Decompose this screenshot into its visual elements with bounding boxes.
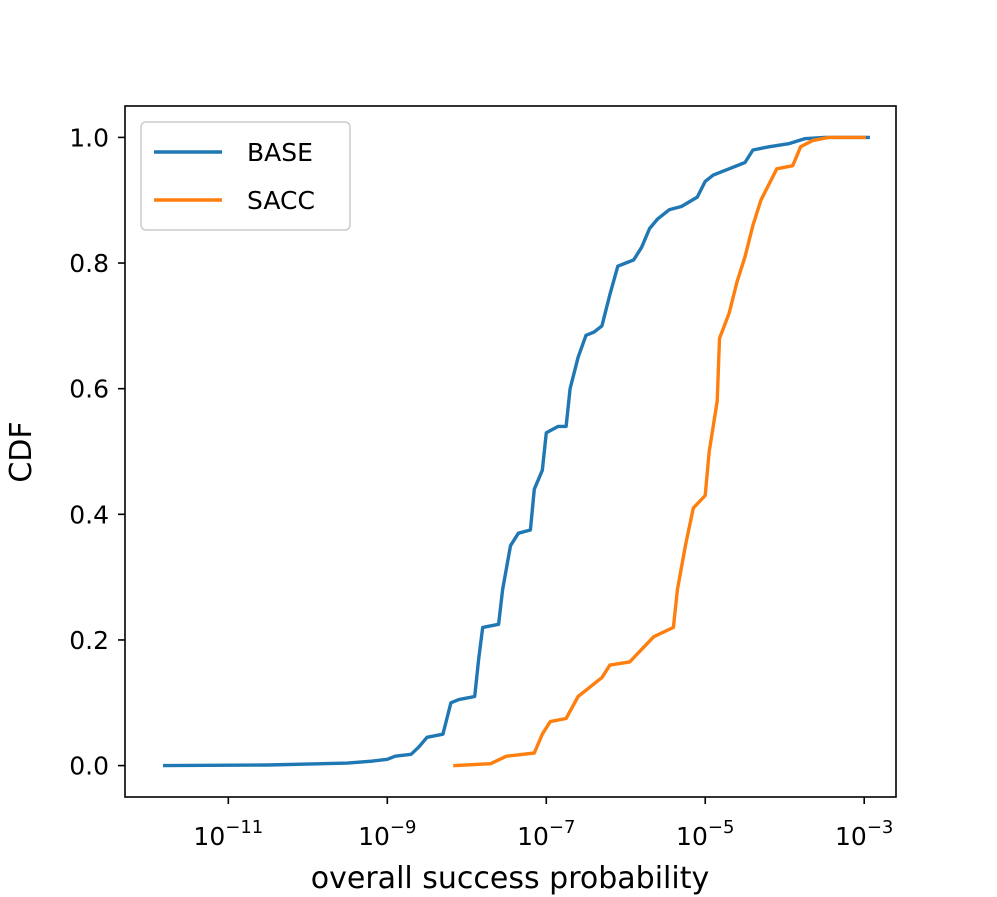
x-tick-exponent: −9 [390,817,417,838]
series-line-sacc [453,135,866,768]
y-tick-label: 0.4 [69,500,109,529]
y-tick-label: 0.0 [69,752,109,781]
y-axis: 0.0 0.2 0.4 0.6 0.8 1.0 [69,123,125,781]
x-tick-base: 10 [835,822,867,851]
y-tick-label: 0.8 [69,249,109,278]
x-tick-exponent: −11 [225,817,263,838]
x-tick-base: 10 [193,822,225,851]
x-tick-exponent: −3 [867,817,894,838]
x-tick-label: 10−11 [193,817,263,851]
x-tick-base: 10 [358,822,390,851]
legend: BASE SACC [140,121,351,231]
legend-label-base: BASE [247,138,313,167]
x-tick-label: 10−9 [358,817,416,851]
legend-box [140,121,351,231]
series-layer [162,135,870,768]
y-axis-label: CDF [4,421,39,482]
x-tick-label: 10−5 [676,817,734,851]
x-tick-exponent: −5 [708,817,735,838]
x-tick-exponent: −7 [549,817,576,838]
x-tick-label: 10−7 [517,817,575,851]
x-axis-label: overall success probability [311,861,709,896]
x-tick-base: 10 [676,822,708,851]
x-axis: 10−11 10−9 10−7 10−5 10−3 [193,797,893,851]
y-tick-label: 0.2 [69,626,109,655]
plot-frame [124,105,897,798]
y-tick-label: 0.6 [69,375,109,404]
y-tick-label: 1.0 [69,123,109,152]
x-tick-base: 10 [517,822,549,851]
x-tick-label: 10−3 [835,817,893,851]
series-line-base [162,135,870,768]
legend-label-sacc: SACC [247,186,315,215]
